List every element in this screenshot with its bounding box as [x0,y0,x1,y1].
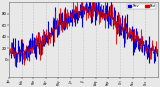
Legend: Prev, Past: Prev, Past [127,4,156,9]
